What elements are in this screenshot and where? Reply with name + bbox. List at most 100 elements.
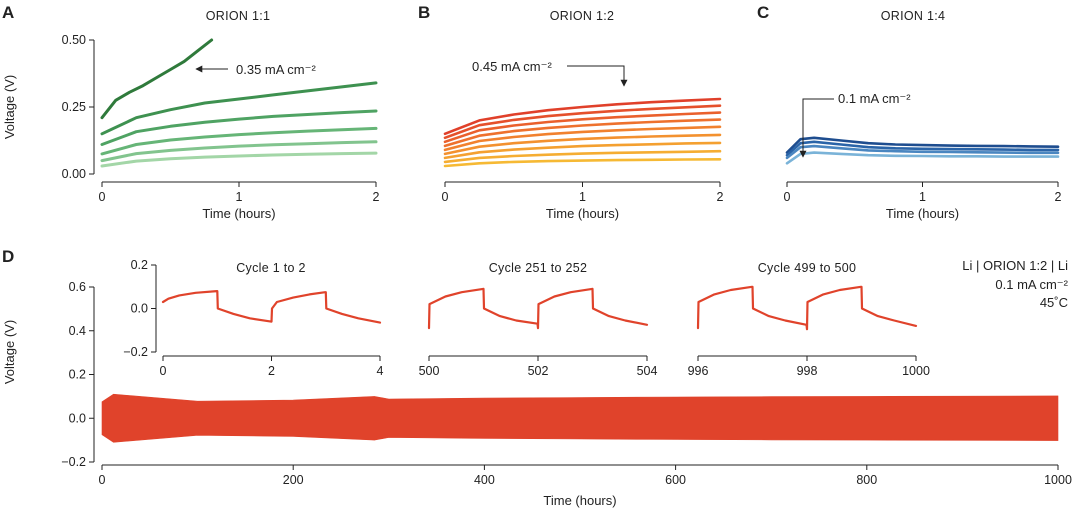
temperature-label: 45˚C <box>1040 295 1068 310</box>
d-y-tick-label: 0.6 <box>69 280 86 294</box>
d-x-tick-label: 400 <box>474 473 495 487</box>
d-x-tick-label: 1000 <box>1044 473 1072 487</box>
b-series-8 <box>443 149 722 164</box>
d-inset-3-x-tick-label: 996 <box>688 364 709 378</box>
panel-c-title: ORION 1:4 <box>881 9 946 23</box>
b-x-axis-label: Time (hours) <box>546 206 619 221</box>
inset-2-axes: 500 502 504 <box>419 355 658 378</box>
current-density-label: 0.1 mA cm⁻² <box>995 277 1068 292</box>
panel-b-current-annotation: 0.45 mA cm⁻² <box>472 59 552 74</box>
c-x-tick-label: 0 <box>784 190 791 204</box>
panel-d-axes: 0 200 400 600 800 1000 Time (hours) −0.2 0.0 0.2 0… <box>2 280 1072 508</box>
d-inset-3-x-tick-label: 998 <box>797 364 818 378</box>
b-series-2 <box>443 104 722 140</box>
d-y-tick-label: 0.4 <box>69 324 86 338</box>
panel-c-current-annotation: 0.1 mA cm⁻² <box>838 91 911 106</box>
d-inset-1-x-tick-label: 2 <box>268 364 275 378</box>
d-x-tick-label: 200 <box>283 473 304 487</box>
d-inset-1-y-tick-label: 0.0 <box>131 302 148 316</box>
b-series-5 <box>443 125 722 152</box>
b-series-4 <box>443 118 722 148</box>
b-x-tick-label: 2 <box>717 190 724 204</box>
d-inset-2-x-tick-label: 504 <box>637 364 658 378</box>
panel-d-voltage-band <box>101 393 1059 443</box>
panel-letter-d: D <box>2 247 14 266</box>
c-x-tick-label: 2 <box>1055 190 1062 204</box>
a-y-axis-label: Voltage (V) <box>2 75 17 139</box>
panel-d: D 0 200 400 600 800 1000 Time (hours) −0.2 0.0 0.… <box>2 247 1072 508</box>
panel-b-arrow <box>567 65 628 87</box>
a-series-4 <box>100 126 378 156</box>
c-x-tick-label: 1 <box>919 190 926 204</box>
inset-1-axes: 0 2 4 −0.2 0.0 0.2 <box>123 258 383 378</box>
d-x-tick-label: 800 <box>856 473 877 487</box>
panel-c-curves <box>785 136 1060 165</box>
inset-2-title: Cycle 251 to 252 <box>489 261 588 275</box>
c-series-4 <box>785 151 1060 165</box>
b-series-7 <box>443 141 722 160</box>
a-y-tick-label: 0.00 <box>62 167 86 181</box>
d-inset-1-y-tick-label: 0.2 <box>131 258 148 272</box>
a-x-axis-label: Time (hours) <box>202 206 275 221</box>
panel-a-current-annotation: 0.35 mA cm⁻² <box>236 62 316 77</box>
inset-2: Cycle 251 to 252 500 502 504 <box>419 261 658 378</box>
panel-a: A ORION 1:1 0 1 2 Time (hours) 0.00 0.25 0.50 V… <box>2 3 380 221</box>
b-x-tick-label: 0 <box>442 190 449 204</box>
inset-1-curve <box>161 290 382 324</box>
a-series-3 <box>100 109 378 146</box>
cell-label: Li | ORION 1:2 | Li <box>962 258 1068 273</box>
d-x-axis-label: Time (hours) <box>543 493 616 508</box>
inset-3-axes: 996 998 1000 <box>688 355 930 378</box>
panel-b-title: ORION 1:2 <box>550 9 615 23</box>
panel-c: C ORION 1:4 0 1 2 Time (hours) 0.1 mA cm⁻² <box>757 3 1062 221</box>
b-series-9 <box>443 158 722 168</box>
d-y-axis-label: Voltage (V) <box>2 320 17 384</box>
panel-letter-b: B <box>418 3 430 22</box>
a-series-5 <box>100 140 378 163</box>
inset-1: Cycle 1 to 2 0 2 4 −0.2 0.0 0.2 <box>123 258 383 378</box>
c-x-axis-label: Time (hours) <box>886 206 959 221</box>
c-series-2 <box>785 140 1060 157</box>
panel-c-arrow <box>799 98 834 158</box>
panel-d-voltage-envelope <box>101 393 1059 443</box>
d-inset-1-x-tick-label: 0 <box>160 364 167 378</box>
inset-1-title: Cycle 1 to 2 <box>236 261 306 275</box>
panel-a-axes: 0 1 2 Time (hours) 0.00 0.25 0.50 Voltage (V) <box>2 33 380 221</box>
inset-3-title: Cycle 499 to 500 <box>758 261 857 275</box>
panel-letter-a: A <box>2 3 14 22</box>
b-x-tick-label: 1 <box>579 190 586 204</box>
d-inset-3-series-1 <box>696 285 918 331</box>
b-series-3 <box>443 111 722 144</box>
b-series-1 <box>443 97 722 136</box>
a-x-tick-label: 0 <box>99 190 106 204</box>
panel-a-title: ORION 1:1 <box>206 9 271 23</box>
inset-3-curve <box>696 285 918 331</box>
d-inset-1-series-1 <box>161 290 382 324</box>
panel-b-axes: 0 1 2 Time (hours) <box>442 181 724 221</box>
d-inset-1-x-tick-label: 4 <box>377 364 384 378</box>
d-inset-1-y-tick-label: −0.2 <box>123 345 148 359</box>
d-x-tick-label: 0 <box>99 473 106 487</box>
c-series-1 <box>785 136 1060 154</box>
d-y-tick-label: 0.2 <box>69 368 86 382</box>
a-y-tick-label: 0.50 <box>62 33 86 47</box>
d-inset-2-x-tick-label: 500 <box>419 364 440 378</box>
d-y-tick-label: −0.2 <box>61 455 86 469</box>
a-x-tick-label: 1 <box>236 190 243 204</box>
d-inset-3-x-tick-label: 1000 <box>902 364 930 378</box>
a-x-tick-label: 2 <box>373 190 380 204</box>
panel-a-curves <box>100 38 378 168</box>
panel-b-curves <box>443 97 722 168</box>
d-x-tick-label: 600 <box>665 473 686 487</box>
a-series-1 <box>100 38 214 120</box>
a-series-6 <box>100 151 378 168</box>
d-inset-2-series-1 <box>427 287 649 330</box>
panel-letter-c: C <box>757 3 769 22</box>
b-series-6 <box>443 133 722 156</box>
a-series-2 <box>100 81 378 136</box>
inset-3: Cycle 499 to 500 996 998 1000 <box>688 261 930 378</box>
panel-b: B ORION 1:2 0 1 2 Time (hours) 0.45 mA cm⁻² <box>418 3 724 221</box>
panel-c-axes: 0 1 2 Time (hours) <box>784 181 1062 221</box>
inset-2-curve <box>427 287 649 330</box>
